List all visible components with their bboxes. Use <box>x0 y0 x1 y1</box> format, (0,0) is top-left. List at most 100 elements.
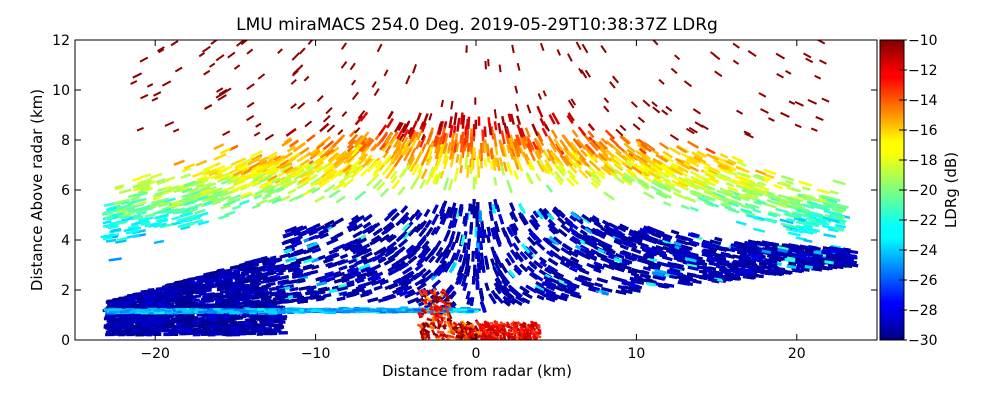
radar-gate <box>420 133 426 141</box>
radar-gate <box>571 151 580 161</box>
radar-gate <box>566 114 574 124</box>
radar-gate <box>324 148 335 158</box>
radar-gate <box>300 158 310 167</box>
radar-gate <box>719 163 730 171</box>
radar-gate <box>379 187 390 198</box>
radar-gate <box>807 227 820 233</box>
radar-gate <box>291 52 301 61</box>
radar-gate <box>675 145 688 154</box>
radar-gate <box>731 195 742 202</box>
radar-gate <box>289 139 300 147</box>
radar-gate <box>276 187 285 194</box>
radar-gate <box>708 176 720 183</box>
radar-gate <box>426 147 434 160</box>
radar-gate <box>254 189 265 196</box>
radar-gate <box>755 169 767 176</box>
radar-gate <box>342 178 354 189</box>
radar-gate <box>230 160 240 167</box>
radar-gate <box>126 233 140 239</box>
radar-gate <box>810 211 824 217</box>
radar-gate <box>639 151 652 161</box>
radar-gate <box>671 179 685 188</box>
radar-gate <box>513 169 519 180</box>
radar-gate <box>723 177 738 185</box>
radar-gate <box>800 209 811 215</box>
radar-gate <box>411 163 420 176</box>
radar-gate <box>420 122 427 133</box>
radar-gate <box>140 94 149 100</box>
radar-gate <box>364 154 373 164</box>
radar-gate <box>790 187 802 193</box>
radar-gate <box>516 62 521 71</box>
radar-gate <box>655 153 668 163</box>
radar-gate <box>668 146 682 156</box>
radar-gate <box>459 164 463 174</box>
radar-gate <box>511 44 515 54</box>
radar-gate <box>156 217 168 223</box>
radar-gate <box>195 159 208 167</box>
radar-gate <box>776 200 787 206</box>
radar-gate <box>583 145 594 157</box>
radar-gate <box>125 229 140 235</box>
radar-gate <box>580 149 588 158</box>
radar-gate <box>101 210 114 216</box>
radar-gate <box>728 201 739 208</box>
radar-gate <box>706 152 719 162</box>
radar-gate <box>296 64 304 72</box>
radar-gate <box>396 128 404 140</box>
radar-gate <box>590 181 599 189</box>
radar-gate <box>602 158 613 169</box>
radar-gate <box>296 154 308 163</box>
radar-gate <box>661 109 669 116</box>
radar-gate <box>347 133 359 145</box>
radar-gate <box>554 176 563 186</box>
radar-gate <box>467 142 471 152</box>
radar-gate <box>662 150 673 159</box>
radar-gate <box>822 216 836 222</box>
radar-gate <box>572 138 583 149</box>
radar-gate <box>439 170 445 179</box>
radar-gate <box>408 129 415 138</box>
radar-gate <box>183 163 196 170</box>
radar-gate <box>393 154 404 168</box>
radar-gate <box>251 203 261 210</box>
radar-gate <box>360 157 372 170</box>
radar-gate <box>354 115 364 126</box>
radar-gate <box>658 170 668 178</box>
radar-gate <box>630 173 640 181</box>
radar-gate <box>526 104 532 114</box>
radar-gate <box>805 57 814 64</box>
radar-gate <box>703 169 716 178</box>
radar-gate <box>561 134 572 147</box>
radar-gate <box>611 75 620 84</box>
radar-gate <box>514 148 520 158</box>
radar-gate <box>638 147 647 155</box>
radar-gate <box>798 180 813 187</box>
radar-gate <box>541 164 549 174</box>
radar-gate <box>351 79 357 86</box>
radar-gate <box>153 91 162 97</box>
radar-gate <box>167 202 181 209</box>
radar-gate <box>545 184 553 193</box>
radar-gate <box>766 193 780 201</box>
radar-gate <box>655 191 668 200</box>
radar-gate <box>184 199 198 206</box>
radar-gate <box>171 200 180 206</box>
radar-gate <box>776 72 784 79</box>
radar-gate <box>506 162 514 176</box>
radar-gate <box>376 181 386 191</box>
radar-gate <box>794 123 802 129</box>
radar-gate <box>156 178 170 186</box>
radar-gate <box>752 208 762 214</box>
radar-gate <box>272 197 282 204</box>
radar-gate <box>734 194 749 202</box>
radar-gate <box>758 92 767 98</box>
radar-gate <box>432 173 439 183</box>
radar-gate <box>514 85 519 94</box>
radar-gate <box>419 135 427 148</box>
radar-gate <box>740 204 750 210</box>
radar-gate <box>153 239 165 245</box>
radar-gate <box>773 183 784 190</box>
radar-gate <box>121 216 134 222</box>
radar-gate <box>568 158 578 169</box>
